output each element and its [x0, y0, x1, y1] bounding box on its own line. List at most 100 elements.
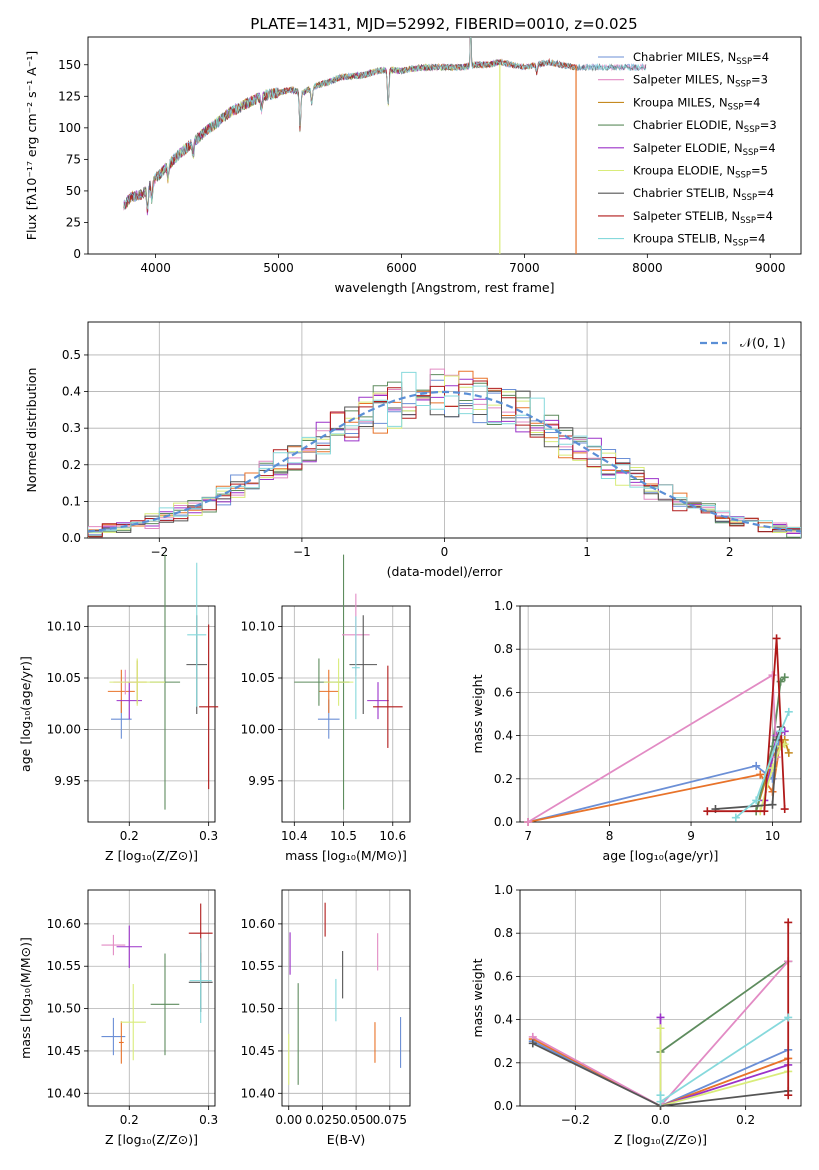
mass-weight-marker: [752, 761, 761, 770]
x-tick-label: 10.6: [379, 829, 406, 843]
spectrum-model-line: [123, 37, 578, 214]
mass-weight-marker: [528, 1039, 537, 1048]
axes-frame: [87, 605, 216, 823]
mass-weight-marker: [784, 707, 793, 716]
legend-label: Salpeter ELODIE, N: [633, 141, 743, 155]
x-tick-label: −1: [293, 545, 311, 559]
legend-entry: Kroupa ELODIE, NSSP=5: [633, 164, 768, 181]
legend-count: =3: [751, 73, 768, 87]
age-vs-mass-panel: 10.4 10.5 10.6 9.95 10.00 10.05 10.10 mass [log…: [241, 554, 411, 863]
y-tick-label: 0.0: [62, 531, 81, 545]
mass-weight-marker: [768, 800, 777, 809]
errorbar-point: [118, 1021, 124, 1064]
mass-weight-marker: [768, 671, 777, 680]
legend-subscript: SSP: [728, 102, 744, 112]
legend-label: Kroupa STELIB, N: [633, 232, 733, 246]
y-axis-label: Flux [fλ10⁻¹⁷ erg cm⁻² s⁻¹ A⁻¹]: [24, 51, 39, 240]
y-tick-label: 10.40: [47, 1086, 81, 1100]
y-tick-label: 10.10: [241, 620, 275, 634]
mass-weight-marker: [656, 1013, 665, 1022]
y-tick-label: 0.8: [494, 926, 513, 940]
legend-count: =4: [748, 232, 765, 246]
mass-weight-marker: [752, 796, 761, 805]
y-tick-label: 0.4: [494, 729, 513, 743]
y-tick-label: 0.0: [494, 815, 513, 829]
x-tick-label: 5000: [263, 261, 294, 275]
y-tick-label: 10.60: [241, 917, 275, 931]
x-axis-label: Z [log₁₀(Z/Z⊙)]: [105, 1132, 198, 1147]
mass-weight-marker: [780, 805, 789, 814]
legend-label: Kroupa ELODIE, N: [633, 164, 735, 178]
x-tick-label: −2: [150, 545, 168, 559]
x-tick-label: 0.0: [651, 1113, 670, 1127]
y-tick-label: 0.2: [494, 1056, 513, 1070]
y-tick-label: 10.55: [47, 959, 81, 973]
spectrum-model-line: [123, 37, 647, 211]
y-tick-label: 10.10: [47, 620, 81, 634]
legend-label: Chabrier STELIB, N: [633, 186, 741, 200]
x-axis-label: (data-model)/error: [387, 564, 504, 579]
y-tick-label: 10.60: [47, 917, 81, 931]
y-tick-label: 0.2: [494, 772, 513, 786]
x-tick-label: 0.075: [373, 1113, 407, 1127]
mass-weight-line: [707, 638, 786, 813]
y-tick-label: 0.3: [62, 421, 81, 435]
legend-entry: Chabrier ELODIE, NSSP=3: [633, 118, 777, 135]
legend-subscript: SSP: [735, 80, 751, 90]
x-tick-label: −0.2: [561, 1113, 590, 1127]
mass-weight-line: [659, 960, 789, 1053]
legend-count: =3: [760, 118, 777, 132]
legend-entry: Salpeter MILES, NSSP=3: [633, 73, 768, 90]
y-tick-label: 150: [58, 58, 81, 72]
errorbar-point: [367, 682, 389, 720]
legend-subscript: SSP: [736, 57, 752, 67]
x-tick-label: 0.00: [275, 1113, 302, 1127]
spectrum-lines: [123, 37, 647, 254]
y-tick-label: 9.95: [248, 774, 275, 788]
errorbar-point: [373, 665, 403, 748]
errorbar-point: [187, 562, 207, 707]
mass-vs-ebv-panel: 0.00 0.025 0.050 0.075 10.40 10.45 10.50 10.55 1…: [241, 889, 411, 1147]
x-tick-label: 8: [606, 829, 614, 843]
y-tick-label: 0.8: [494, 642, 513, 656]
x-tick-label: 0: [441, 545, 449, 559]
errorbar-point: [120, 984, 146, 1061]
mass-weight-marker: [784, 748, 793, 757]
legend-subscript: SSP: [735, 171, 751, 181]
y-tick-label: 25: [66, 215, 81, 229]
errorbar-point: [189, 938, 212, 1023]
x-tick-label: 4000: [140, 261, 171, 275]
legend-label: Salpeter STELIB, N: [633, 209, 740, 223]
y-tick-label: 10.45: [241, 1044, 275, 1058]
mass-weight-line: [755, 737, 790, 812]
legend-subscript: SSP: [744, 125, 760, 135]
x-axis-label: Z [log₁₀(Z/Z⊙)]: [105, 848, 198, 863]
x-tick-label: 0.3: [199, 1113, 218, 1127]
y-axis-label: mass [log₁₀(M/M⊙)]: [18, 937, 33, 1059]
mass-weight-marker: [731, 813, 740, 822]
spectrum-model-line: [123, 37, 501, 216]
y-tick-label: 10.50: [241, 1002, 275, 1016]
errorbar-point: [351, 616, 360, 720]
mass-weight-marker: [780, 673, 789, 682]
legend-count: =4: [752, 50, 769, 64]
y-tick-label: 125: [58, 89, 81, 103]
legend-count: =4: [759, 141, 776, 155]
axes-frame: [87, 889, 216, 1107]
legend-entry: Salpeter STELIB, NSSP=4: [633, 209, 773, 226]
legend-entry: Kroupa STELIB, NSSP=4: [633, 232, 765, 249]
y-tick-label: 9.95: [54, 774, 81, 788]
mass-weight-marker: [524, 818, 533, 826]
legend-count: =5: [751, 164, 768, 178]
x-tick-label: 10.4: [281, 829, 308, 843]
errorbar-point: [323, 658, 354, 706]
x-tick-label: 10.5: [330, 829, 357, 843]
spectrum-model-line: [123, 37, 647, 212]
legend-entry: Chabrier MILES, NSSP=4: [633, 50, 769, 67]
y-tick-label: 0.4: [62, 385, 81, 399]
massweight-vs-age-panel: 7 8 9 10 0.0 0.2 0.4 0.6 0.8 1.0 age [log₁₀(age/yr…: [470, 599, 802, 863]
legend-entry: 𝒩(0, 1): [740, 335, 786, 350]
x-tick-label: 0.050: [339, 1113, 373, 1127]
histograms: [88, 368, 801, 538]
